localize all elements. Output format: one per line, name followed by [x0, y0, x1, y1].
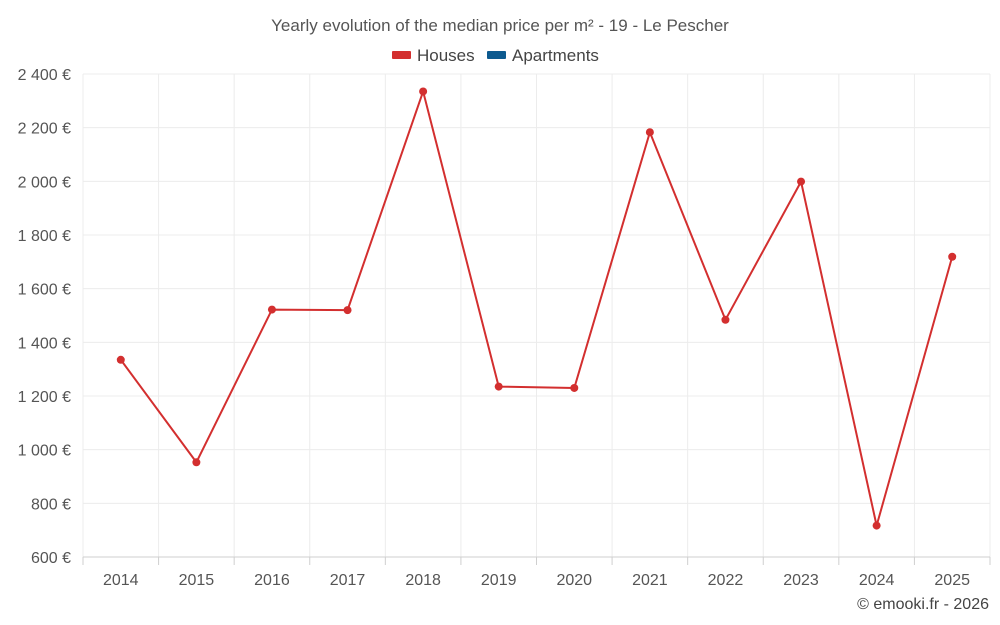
data-point-houses[interactable] [267, 305, 276, 314]
y-tick-label: 1 000 € [18, 443, 71, 460]
x-tick-label: 2023 [783, 572, 819, 589]
y-tick-label: 1 400 € [18, 335, 71, 352]
data-point-houses[interactable] [116, 355, 125, 364]
y-tick-label: 1 800 € [18, 228, 71, 245]
y-tick-label: 800 € [31, 496, 71, 513]
data-point-houses[interactable] [343, 306, 352, 315]
chart-title: Yearly evolution of the median price per… [271, 16, 729, 35]
data-point-houses[interactable] [570, 383, 579, 392]
data-point-houses[interactable] [948, 252, 957, 261]
x-tick-label: 2018 [405, 572, 441, 589]
data-point-houses[interactable] [494, 382, 503, 391]
legend-swatch-apartments [487, 51, 506, 59]
credit: © emooki.fr - 2026 [857, 596, 989, 613]
legend: Houses Apartments [392, 46, 599, 65]
x-tick-label: 2024 [859, 572, 895, 589]
x-tick-label: 2014 [103, 572, 139, 589]
legend-label-houses: Houses [417, 46, 475, 65]
y-tick-label: 2 200 € [18, 121, 71, 138]
axes: 600 € 800 € 1 000 € 1 200 € 1 400 € 1 600 € 1 … [18, 67, 991, 589]
data-point-houses[interactable] [872, 521, 881, 530]
x-tick-label: 2021 [632, 572, 668, 589]
x-tick-label: 2016 [254, 572, 290, 589]
y-tick-label: 2 400 € [18, 67, 71, 84]
data-point-houses[interactable] [721, 315, 730, 324]
y-tick-label: 1 200 € [18, 389, 71, 406]
legend-label-apartments: Apartments [512, 46, 599, 65]
data-point-houses[interactable] [419, 87, 428, 96]
x-tick-label: 2015 [179, 572, 215, 589]
x-tick-label: 2019 [481, 572, 517, 589]
x-tick-label: 2020 [556, 572, 592, 589]
data-point-houses[interactable] [797, 177, 806, 186]
legend-item-houses[interactable]: Houses [392, 46, 475, 65]
x-tick-label: 2022 [708, 572, 744, 589]
series-line-houses [119, 90, 954, 527]
y-tick-label: 600 € [31, 550, 71, 567]
grid [82, 73, 991, 557]
legend-item-apartments[interactable]: Apartments [487, 46, 599, 65]
x-tick-label: 2017 [330, 572, 366, 589]
series [116, 87, 957, 530]
data-point-houses[interactable] [192, 458, 201, 467]
y-tick-label: 1 600 € [18, 282, 71, 299]
y-tick-label: 2 000 € [18, 174, 71, 191]
data-point-houses[interactable] [645, 128, 654, 137]
legend-swatch-houses [392, 51, 411, 59]
x-tick-label: 2025 [934, 572, 970, 589]
